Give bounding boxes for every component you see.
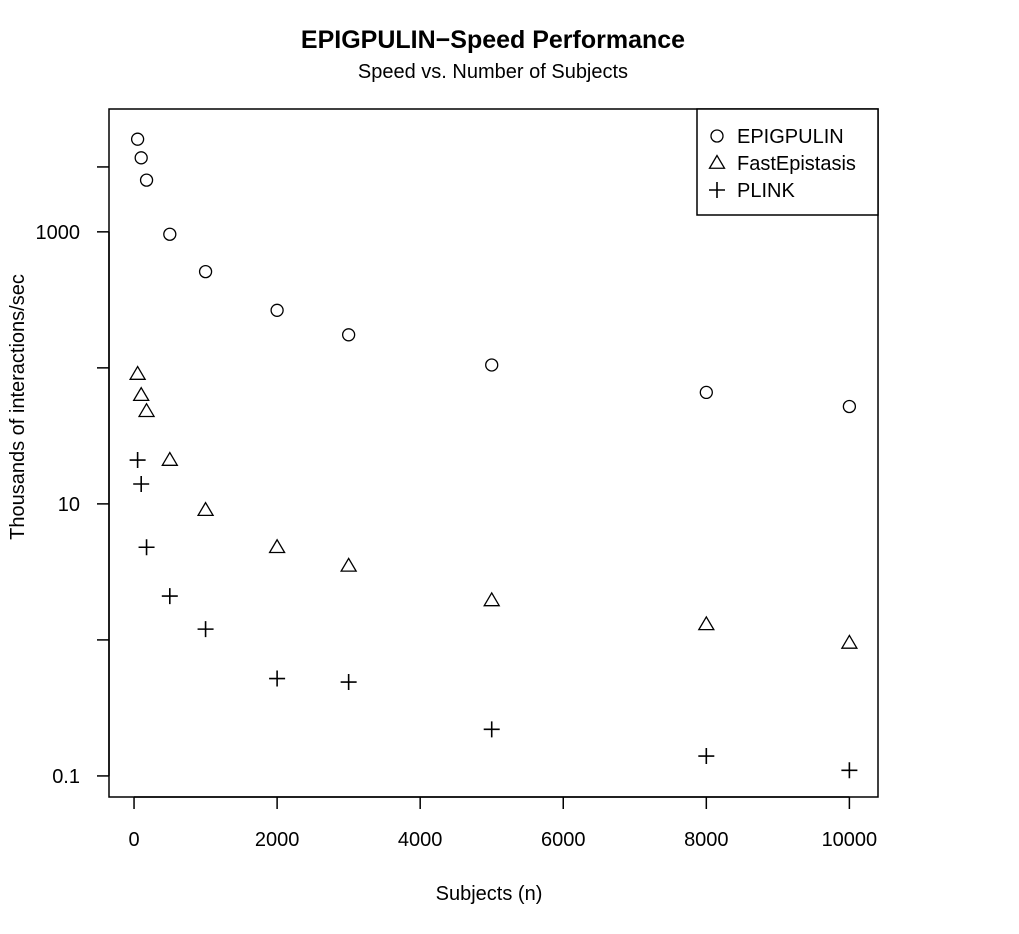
data-point-plink [698,748,715,765]
y-axis: 0.1 10 1000 [36,166,110,788]
x-tick-label: 8000 [684,829,729,851]
x-tick-label: 2000 [255,829,300,851]
data-point-plink [197,621,214,638]
x-tick-label: 4000 [398,829,443,851]
data-point-epigpulin [198,264,213,279]
legend-box [696,108,879,216]
y-tick-label: 0.1 [52,766,80,788]
legend-label-plink: PLINK [737,180,795,202]
legend-marker-epigpulin [710,129,724,143]
legend: EPIGPULIN FastEpistasis PLINK [696,108,879,216]
data-point-fastepistasis [137,402,156,418]
data-point-plink [161,588,178,605]
data-point-plink [129,452,146,469]
chart-title: EPIGPULIN−Speed Performance [301,26,685,54]
data-point-epigpulin [270,303,284,317]
legend-label-epigpulin: EPIGPULIN [737,126,844,148]
data-point-epigpulin [341,328,356,342]
data-point-fastepistasis [840,634,859,649]
data-point-plink [269,670,286,687]
data-point-fastepistasis [128,365,147,380]
data-point-fastepistasis [483,591,501,607]
y-axis-label: Thousands of interactions/sec [7,274,29,540]
data-point-fastepistasis [697,615,715,631]
x-axis: 0 2000 4000 6000 8000 10000 [128,796,878,851]
data-point-plink [483,721,500,738]
data-point-epigpulin [842,399,857,414]
data-points [128,132,859,779]
data-point-epigpulin [163,227,177,241]
data-point-epigpulin [485,358,499,372]
data-point-plink [340,674,357,691]
data-point-fastepistasis [340,557,358,572]
data-point-fastepistasis [196,501,215,517]
x-tick-label: 0 [128,829,139,851]
legend-marker-fastepistasis [708,154,726,169]
y-tick-label: 1000 [36,222,81,244]
data-point-epigpulin [130,132,145,146]
y-tick-label: 10 [58,494,80,516]
data-point-plink [138,539,155,556]
data-point-epigpulin [699,385,713,400]
x-tick-label: 10000 [822,829,878,851]
data-point-epigpulin [134,151,148,165]
data-point-plink [133,476,150,493]
data-point-fastepistasis [268,538,286,554]
legend-label-fastepistasis: FastEpistasis [737,153,856,175]
chart-subtitle: Speed vs. Number of Subjects [358,61,628,83]
x-tick-label: 6000 [541,829,586,851]
legend-marker-plink [709,182,725,198]
legend-markers [708,129,726,198]
x-axis-label: Subjects (n) [436,883,543,905]
data-point-plink [841,762,858,779]
data-point-fastepistasis [132,386,150,402]
data-point-fastepistasis [161,451,179,466]
data-point-epigpulin [139,173,154,187]
